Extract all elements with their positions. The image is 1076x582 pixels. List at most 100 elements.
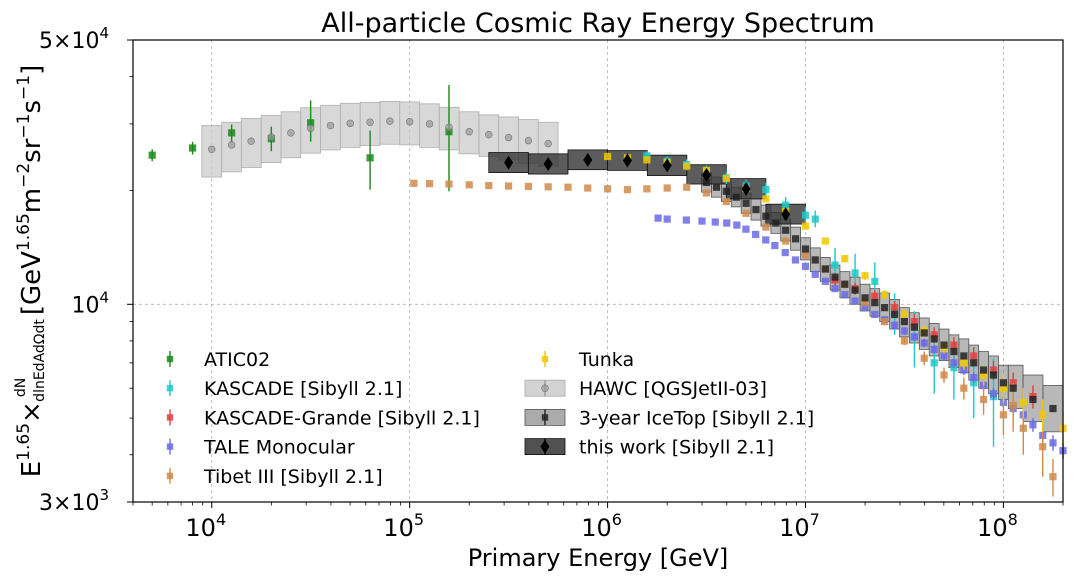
- tale-monocular-marker: [791, 256, 800, 264]
- y-label-frac-num: dN: [13, 378, 29, 397]
- y-label-unit-exp2: −2: [14, 163, 34, 188]
- x-tick-label: 105: [383, 510, 424, 542]
- x-tick-base: 10: [581, 514, 612, 542]
- hawc-qgsjetii-03-marker: [227, 141, 236, 149]
- 3-year-icetop-sibyll-2-1-marker: [712, 183, 721, 191]
- y-label-unit-m: m: [17, 188, 47, 213]
- tibet-iii-sibyll-2-1-marker: [465, 181, 473, 189]
- hawc-qgsjetii-03-marker: [306, 124, 315, 133]
- chart-title: All-particle Cosmic Ray Energy Spectrum: [321, 8, 875, 39]
- tibet-iii-sibyll-2-1-marker: [524, 182, 533, 191]
- tibet-iii-sibyll-2-1-marker: [1019, 424, 1027, 432]
- tale-monocular-marker: [861, 304, 869, 312]
- hawc-qgsjetii-03-marker: [544, 139, 552, 148]
- legend-tunka-marker: [541, 355, 549, 363]
- kascade-sibyll-2-1-marker: [831, 261, 839, 269]
- tale-monocular-marker: [900, 327, 909, 335]
- tibet-iii-sibyll-2-1-marker: [504, 182, 513, 190]
- y-tick-exp: 3: [99, 486, 109, 504]
- tale-monocular-marker: [821, 277, 829, 285]
- kascade-sibyll-2-1-marker: [801, 211, 810, 219]
- 3-year-icetop-sibyll-2-1-marker: [702, 178, 711, 187]
- hawc-qgsjetii-03-marker: [267, 133, 276, 141]
- 3-year-icetop-sibyll-2-1-marker: [851, 286, 859, 294]
- tale-monocular-marker: [698, 217, 706, 225]
- atic02-marker: [228, 129, 236, 137]
- tunka-marker: [1019, 398, 1027, 407]
- legend-entry-hawc-qgsjetii-03: HAWC [QGSJetII-03]: [524, 378, 767, 400]
- tunka-marker: [900, 310, 909, 319]
- y-tick-label: 104: [71, 288, 109, 318]
- y-label-unit-close: ]: [17, 65, 47, 75]
- tale-monocular-marker: [723, 219, 731, 227]
- 3-year-icetop-sibyll-2-1-marker: [970, 359, 978, 367]
- tunka-marker: [762, 195, 770, 203]
- y-label-unit-s: s: [17, 100, 47, 114]
- kascade-grande-sibyll-2-1-marker: [989, 366, 998, 374]
- 3-year-icetop-sibyll-2-1-marker: [1029, 395, 1037, 404]
- kascade-sibyll-2-1-marker: [930, 359, 938, 367]
- tunka-marker: [603, 152, 612, 161]
- atic02-marker: [445, 128, 453, 136]
- 3-year-icetop-sibyll-2-1-marker: [742, 199, 750, 207]
- legend-atic02-marker: [166, 355, 174, 363]
- kascade-sibyll-2-1-marker: [851, 269, 859, 277]
- tale-monocular-marker: [781, 248, 789, 257]
- tale-monocular-marker: [801, 262, 810, 270]
- legend-label: TALE Monocular: [203, 437, 355, 459]
- tibet-iii-sibyll-2-1-marker: [603, 185, 612, 193]
- tale-monocular-marker: [940, 352, 948, 360]
- tale-monocular-marker: [742, 225, 750, 233]
- legend: ATIC02 KASCADE [Sibyll 2.1] KASCADE-Grande…: [166, 349, 814, 488]
- tibet-iii-sibyll-2-1-marker: [900, 337, 909, 345]
- this-work-sibyll-2-1-marker: [583, 152, 593, 167]
- 3-year-icetop-sibyll-2-1-marker: [871, 299, 879, 307]
- tibet-iii-sibyll-2-1-marker: [801, 251, 810, 259]
- 3-year-icetop-sibyll-2-1-series: [702, 178, 1057, 413]
- legend-label: KASCADE [Sibyll 2.1]: [204, 378, 402, 400]
- tunka-marker: [683, 162, 691, 170]
- this-work-sibyll-2-1-marker: [543, 156, 553, 171]
- tunka-marker: [801, 222, 810, 230]
- tale-monocular-marker: [762, 236, 770, 244]
- legend-entry-kascade-sibyll-2-1: KASCADE [Sibyll 2.1]: [166, 378, 402, 400]
- this-work-sibyll-2-1-marker: [504, 155, 514, 170]
- kascade-grande-sibyll-2-1-marker: [910, 317, 919, 326]
- kascade-sibyll-2-1-marker: [762, 186, 770, 194]
- hawc-qgsjetii-03-marker: [247, 137, 255, 145]
- legend-label: KASCADE-Grande [Sibyll 2.1]: [204, 407, 480, 429]
- tunka-marker: [861, 272, 869, 280]
- kascade-sibyll-2-1-marker: [871, 277, 879, 285]
- y-label-e-exp: 1.65: [14, 423, 34, 461]
- 3-year-icetop-sibyll-2-1-marker: [910, 323, 919, 331]
- 3-year-icetop-sibyll-2-1-marker: [920, 329, 928, 337]
- x-tick-label: 107: [779, 510, 820, 542]
- tale-monocular-marker: [910, 333, 919, 341]
- 3-year-icetop-sibyll-2-1-marker: [950, 347, 958, 356]
- tale-monocular-marker: [989, 390, 998, 398]
- y-tick-base: 3×10: [39, 491, 99, 516]
- tale-monocular-marker: [663, 215, 671, 223]
- hawc-qgsjetii-03-marker: [405, 118, 414, 126]
- tibet-iii-sibyll-2-1-marker: [742, 209, 750, 217]
- y-label-frac-den: dlnEdAdΩdt: [32, 319, 48, 402]
- tale-monocular-marker: [841, 291, 849, 299]
- hawc-qgsjetii-03-marker: [287, 129, 295, 137]
- 3-year-icetop-sibyll-2-1-marker: [831, 273, 839, 281]
- x-tick-exp: 4: [216, 510, 226, 529]
- tale-monocular-marker: [950, 359, 958, 367]
- 3-year-icetop-sibyll-2-1-marker: [841, 280, 849, 288]
- plot-background: [133, 40, 1063, 502]
- y-label-unit-exp1: 1.65: [14, 213, 34, 251]
- kascade-grande-sibyll-2-1-marker: [891, 304, 899, 312]
- tibet-iii-sibyll-2-1-marker: [999, 411, 1008, 419]
- x-tick-base: 10: [383, 514, 414, 542]
- 3-year-icetop-sibyll-2-1-marker: [1009, 384, 1017, 392]
- tibet-iii-sibyll-2-1-marker: [564, 183, 572, 191]
- tunka-marker: [821, 237, 829, 245]
- x-tick-exp: 8: [1008, 510, 1018, 529]
- kascade-grande-sibyll-2-1-marker: [970, 352, 978, 360]
- hawc-qgsjetii-03-marker: [485, 130, 493, 139]
- kascade-grande-sibyll-2-1-marker: [930, 331, 938, 339]
- 3-year-icetop-sibyll-2-1-marker: [752, 206, 760, 214]
